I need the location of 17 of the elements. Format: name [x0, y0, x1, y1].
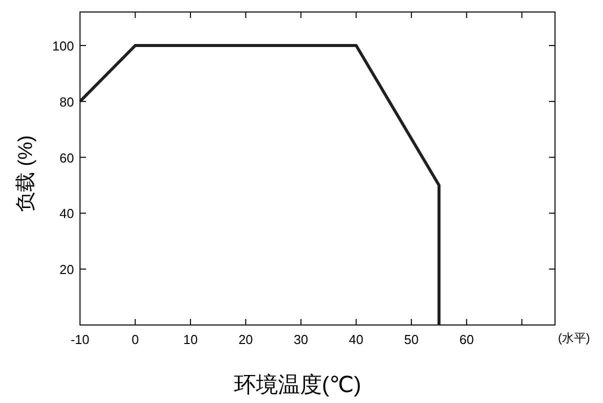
x-tick-label: 60 — [459, 332, 474, 347]
y-axis-title: 负载 (%) — [15, 135, 37, 212]
x-tick-label: 10 — [183, 332, 198, 347]
x-tick-label: 0 — [132, 332, 139, 347]
x-axis-title: 环境温度(℃) — [234, 372, 362, 397]
y-tick-label: 20 — [60, 262, 74, 278]
y-tick-label: 60 — [60, 150, 74, 166]
x-tick-label: -10 — [70, 332, 90, 347]
x-tick-label: 50 — [404, 332, 419, 347]
x-tick-label: 30 — [294, 332, 308, 347]
y-tick-label: 100 — [52, 38, 74, 54]
x-tick-label: 20 — [238, 332, 253, 347]
line-series — [78, 44, 441, 326]
text: (水平) — [558, 331, 590, 345]
x-tick-label: 40 — [348, 332, 364, 347]
y-tick-label: 80 — [60, 94, 74, 110]
y-tick-label: 40 — [60, 206, 74, 222]
